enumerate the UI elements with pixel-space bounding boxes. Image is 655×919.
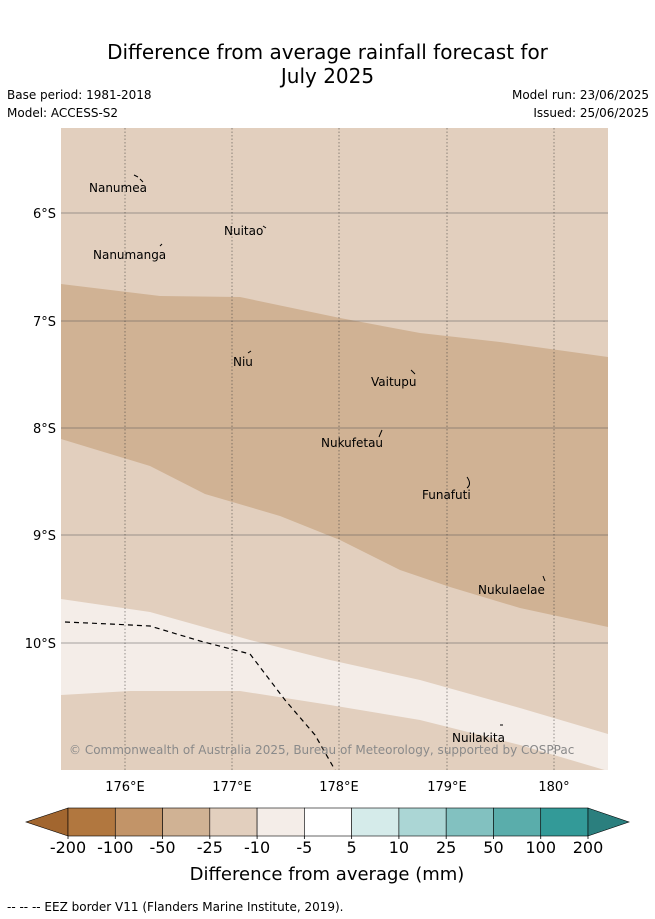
island-funafuti [466,476,470,489]
lat-label-9s: 9°S [33,529,56,544]
colorbar-tick-label: 10 [389,838,409,857]
colorbar-tick-label: 50 [483,838,503,857]
island-nuitao [262,225,267,229]
place-funafuti: Funafuti [422,488,471,502]
colorbar-tick-label: -50 [149,838,175,857]
issued-text: Issued: 25/06/2025 [533,106,649,120]
lat-axis: 6°S 7°S 8°S 9°S 10°S [25,207,56,652]
title-line-1: Difference from average rainfall forecas… [107,40,548,64]
place-nuitao: Nuitao [224,224,263,238]
lon-label-178e: 178°E [319,780,359,795]
colorbar-swatch [304,807,352,837]
lon-label-179e: 179°E [427,780,467,795]
island-vaitupu [410,369,416,375]
colorbar-swatch [351,807,400,837]
colorbar-swatch [67,807,116,837]
colorbar-swatch [540,807,589,837]
copyright-notice: © Commonwealth of Australia 2025, Bureau… [69,743,574,757]
model-text: Model: ACCESS-S2 [7,106,119,120]
island-niu [247,350,252,354]
base-period-text: Base period: 1981-2018 [7,88,152,102]
island-nukufetau [378,429,383,438]
place-nuilakita: Nuilakita [452,731,505,745]
place-nukulaelae: Nukulaelae [478,583,545,597]
islands [133,174,546,726]
title-line-2: July 2025 [280,64,375,88]
lat-label-8s: 8°S [33,422,56,437]
model-run-text: Model run: 23/06/2025 [511,88,649,102]
island-nukulaelae [542,575,546,582]
colorbar-tick-label: 200 [573,838,604,857]
colorbar-extend-low [25,807,69,837]
colorbar-tick-label: -100 [97,838,133,857]
map-title: Difference from average rainfall forecas… [0,40,655,88]
lon-label-180: 180° [538,780,569,795]
band-minus-50-to-minus-25 [61,284,608,627]
lat-label-7s: 7°S [33,315,56,330]
place-niu: Niu [233,355,253,369]
colorbar-tick-label: 5 [347,838,357,857]
colorbar-tick-label: 25 [436,838,456,857]
eez-border [64,621,336,770]
place-nanumanga: Nanumanga [93,248,166,262]
colorbar: -200 -100 -50 -25 -10 -5 5 10 25 50 100 200 Differe… [25,807,630,885]
colorbar-ticks: -200 -100 -50 -25 -10 -5 5 10 25 50 100 200 [50,836,603,857]
colorbar-swatches [25,807,630,837]
graticule [61,128,608,770]
lon-label-177e: 177°E [212,780,252,795]
place-vaitupu: Vaitupu [371,375,417,389]
colorbar-tick-label: 100 [525,838,556,857]
colorbar-tick-label: -10 [244,838,270,857]
lon-label-176e: 176°E [105,780,145,795]
eez-footnote: -- -- -- EEZ border V11 (Flanders Marine… [7,900,344,914]
colorbar-title: Difference from average (mm) [190,864,465,885]
colorbar-swatch [398,807,447,837]
place-nukufetau: Nukufetau [321,436,383,450]
rainfall-map[interactable]: Nanumea Nuitao Nanumanga Niu Vaitupu Nuk… [0,0,655,800]
band-minus-25-to-minus-10-south [61,691,605,770]
colorbar-extend-high [587,807,630,837]
colorbar-tick-label: -25 [197,838,223,857]
colorbar-tick-label: -5 [296,838,312,857]
colorbar-tick-label: -200 [50,838,86,857]
lon-axis: 176°E 177°E 178°E 179°E 180° [105,780,569,795]
colorbar-swatch [162,807,211,837]
colorbar-swatch [445,807,494,837]
island-nanumea [133,174,144,183]
lat-label-6s: 6°S [33,207,56,222]
lat-label-10s: 10°S [25,637,56,652]
colorbar-swatch [493,807,542,837]
colorbar-swatch [256,807,305,837]
colorbar-swatch [209,807,258,837]
island-nanumanga [159,243,163,247]
map-area: Nanumea Nuitao Nanumanga Niu Vaitupu Nuk… [61,128,608,770]
colorbar-swatch [114,807,163,837]
place-nanumea: Nanumea [89,181,147,195]
